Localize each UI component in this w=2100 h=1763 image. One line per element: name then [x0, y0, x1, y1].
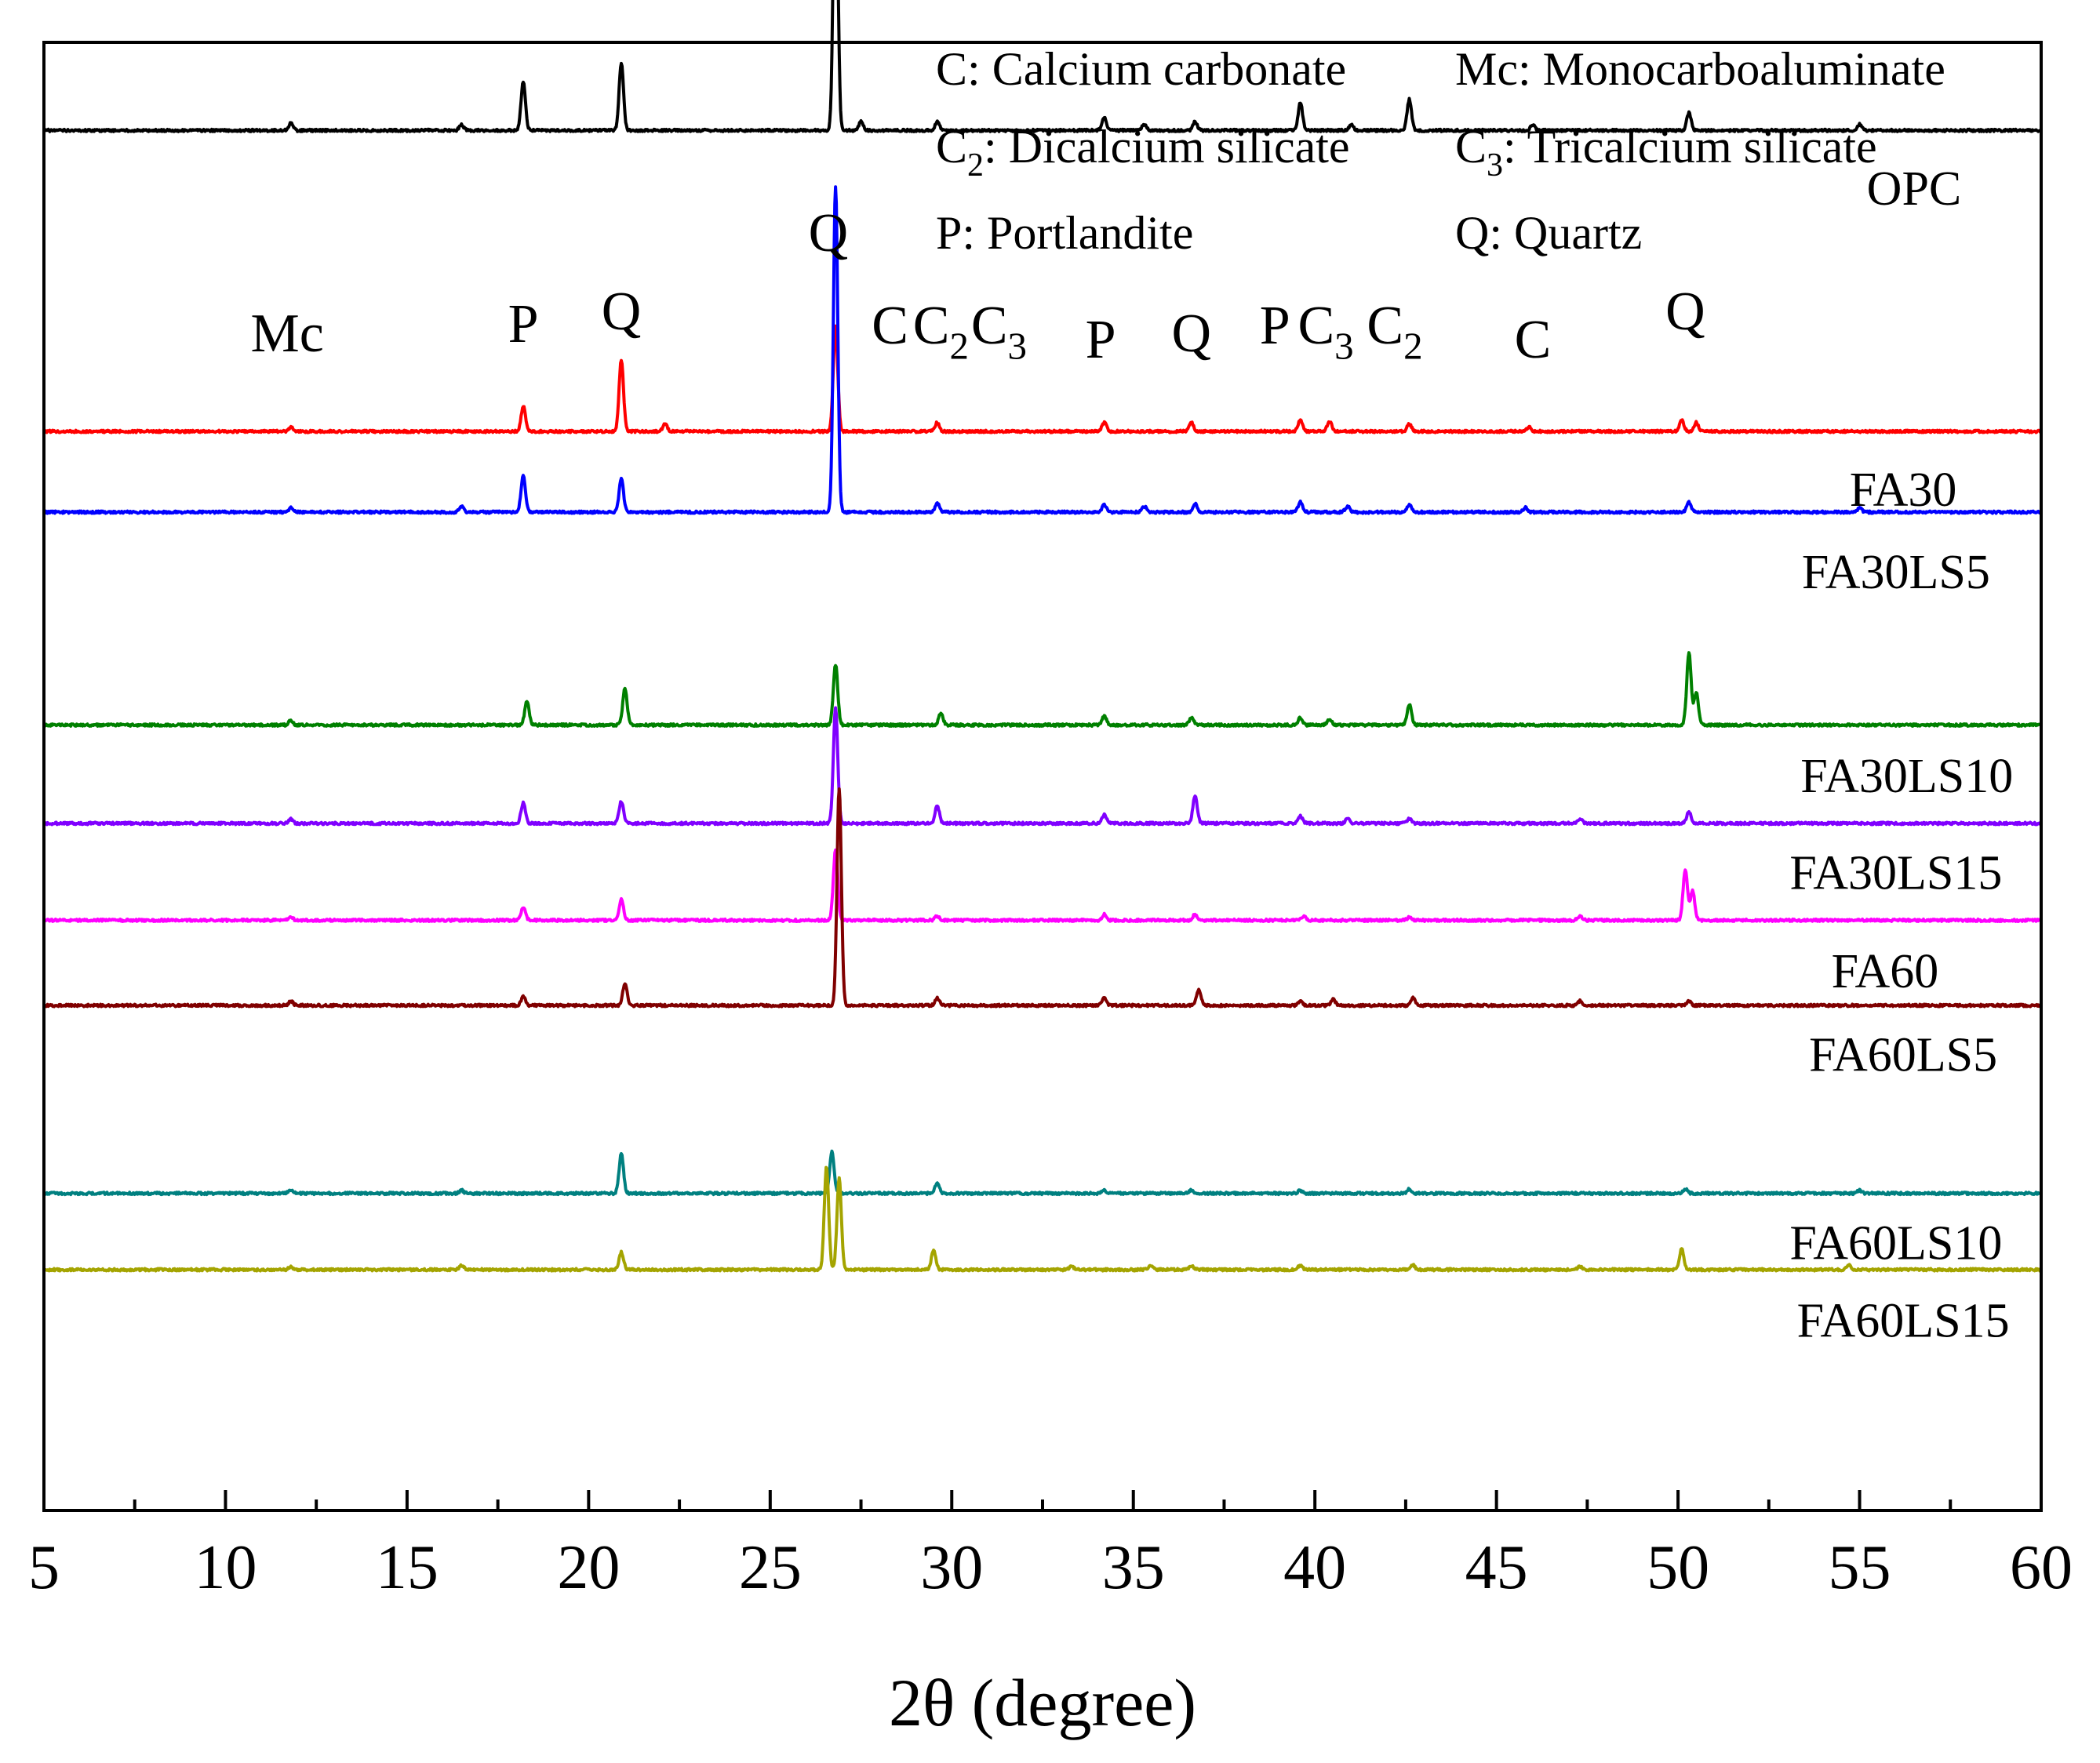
- series-line-fa30ls10: [42, 651, 2043, 728]
- series-labels: OPC FA30 FA30LS5 FA30LS10 FA30LS15 FA60 FA60LS…: [1789, 162, 2013, 1347]
- x-tick-label: 30: [920, 1533, 983, 1602]
- series-label-fa60ls10: FA60LS10: [1789, 1216, 2002, 1270]
- peak-annotation: C2: [913, 296, 969, 368]
- series-label-fa30ls5: FA30LS5: [1802, 546, 1990, 599]
- series-label-opc: OPC: [1867, 162, 1962, 216]
- x-axis-tick-labels: 5 10 15 20 25 30 35 40 45 50 55 60: [28, 1533, 2073, 1602]
- peak-annotation: C3: [1297, 296, 1353, 368]
- series-line-fa60ls5: [42, 787, 2043, 1009]
- peak-annotation: C3: [971, 296, 1027, 368]
- series-label-fa60ls5: FA60LS5: [1809, 1029, 1997, 1082]
- series-label-fa30ls10: FA30LS10: [1800, 750, 2013, 803]
- peak-annotation: P: [1260, 296, 1290, 356]
- x-tick-label: 60: [2010, 1533, 2073, 1602]
- series-line-fa60ls15: [42, 1165, 2043, 1273]
- series-label-fa30: FA30: [1850, 463, 1957, 517]
- series-line-fa60: [42, 848, 2043, 923]
- x-tick-label: 5: [28, 1533, 60, 1602]
- peak-annotation: Q: [602, 282, 642, 342]
- phase-legend: C: Calcium carbonate Mc: Monocarboalumina…: [936, 43, 1945, 259]
- series-label-fa30ls15: FA30LS15: [1789, 847, 2002, 900]
- legend-entry-quartz: Q: Quartz: [1455, 207, 1642, 259]
- x-tick-label: 20: [557, 1533, 620, 1602]
- legend-entry-tricalcium-silicate: C3: Tricalcium silicate: [1455, 121, 1877, 184]
- legend-entry-dicalcium-silicate: C2: Dicalcium silicate: [936, 121, 1350, 184]
- peak-annotation: Q: [1172, 304, 1212, 364]
- x-tick-label: 10: [194, 1533, 257, 1602]
- x-tick-label: 55: [1829, 1533, 1891, 1602]
- peak-annotation: C: [872, 296, 908, 356]
- series-layer: [42, 0, 2043, 1273]
- peak-annotation: C: [1515, 310, 1552, 370]
- series-line-fa30ls5: [42, 185, 2043, 515]
- series-line-fa60ls10: [42, 1149, 2043, 1197]
- legend-entry-calcium-carbonate: C: Calcium carbonate: [936, 43, 1346, 95]
- x-tick-label: 35: [1102, 1533, 1165, 1602]
- x-tick-label: 50: [1647, 1533, 1709, 1602]
- x-tick-label: 40: [1283, 1533, 1346, 1602]
- legend-entry-portlandite: P: Portlandite: [936, 207, 1193, 259]
- x-tick-label: 15: [376, 1533, 439, 1602]
- series-line-fa30: [42, 324, 2043, 434]
- peak-annotation: Q: [809, 203, 849, 264]
- x-axis-label: 2θ (degree): [889, 1665, 1196, 1740]
- peak-annotation: C2: [1367, 296, 1422, 368]
- peak-annotation: Mc: [250, 304, 323, 364]
- series-label-fa60: FA60: [1832, 945, 1939, 998]
- peak-annotation: P: [508, 294, 539, 354]
- peak-annotations: Mc P QQC C2 C3 P Q P C3 C2 C Q: [250, 203, 1705, 370]
- x-axis-ticks: [42, 1490, 2043, 1510]
- x-tick-label: 45: [1465, 1533, 1528, 1602]
- peak-annotation: P: [1086, 310, 1116, 370]
- legend-entry-monocarboaluminate: Mc: Monocarboaluminate: [1455, 43, 1945, 95]
- peak-annotation: Q: [1665, 282, 1705, 342]
- plot-frame: [42, 41, 2043, 1512]
- series-label-fa60ls15: FA60LS15: [1797, 1295, 2010, 1348]
- series-line-fa30ls15: [42, 706, 2043, 827]
- x-tick-label: 25: [739, 1533, 802, 1602]
- series-line-opc: [42, 0, 2043, 133]
